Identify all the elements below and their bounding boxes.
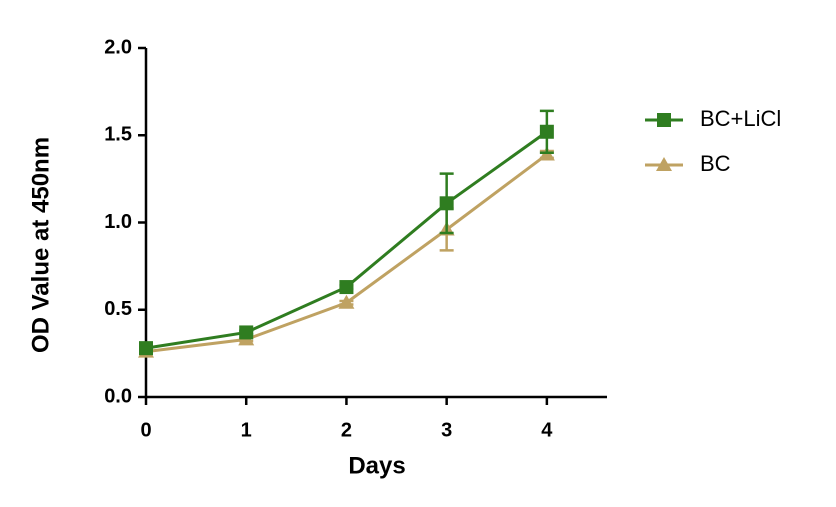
x-tick-label: 3 — [441, 419, 452, 441]
y-tick-label: 1.0 — [104, 211, 132, 233]
data-point — [139, 341, 153, 356]
legend-marker — [656, 157, 672, 171]
x-tick-label: 4 — [541, 419, 553, 441]
y-tick-label: 0.0 — [104, 385, 132, 407]
y-tick-label: 1.5 — [104, 124, 132, 146]
legend-label: BC+LiCl — [700, 106, 781, 131]
x-axis-title: Days — [348, 452, 405, 479]
series-line — [145, 130, 548, 350]
data-point — [439, 196, 454, 211]
data-point — [539, 124, 554, 139]
y-tick-label: 2.0 — [104, 36, 132, 58]
data-point — [339, 280, 354, 295]
y-tick-label: 0.5 — [104, 298, 132, 320]
legend-label: BC — [700, 151, 731, 176]
x-tick-label: 1 — [241, 419, 252, 441]
series-line — [145, 153, 548, 354]
x-tick-label: 2 — [341, 419, 352, 441]
y-axis-title: OD Value at 450nm — [27, 137, 54, 353]
legend-marker — [657, 113, 671, 127]
data-point — [338, 294, 355, 309]
data-point — [239, 325, 254, 340]
x-tick-label: 0 — [140, 419, 151, 441]
